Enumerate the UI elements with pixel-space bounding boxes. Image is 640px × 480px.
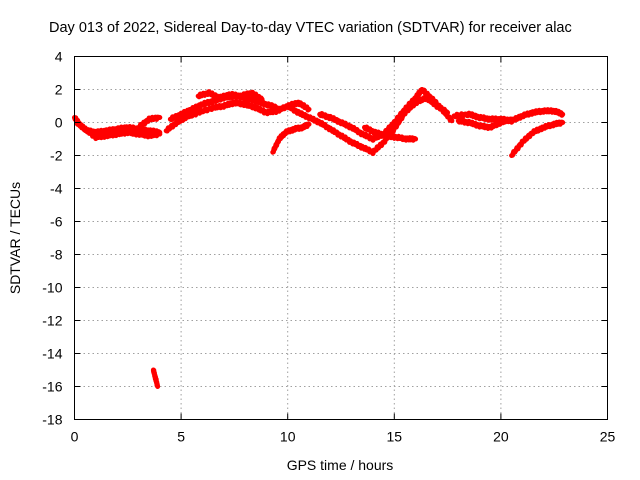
y-axis-label: SDTVAR / TECUs: [7, 182, 23, 294]
axis-ticks: 420-2-4-6-8-10-12-14-16-180 5 10 15 20 25: [42, 49, 615, 445]
x-tick-label: 5: [177, 429, 185, 445]
y-tick-label: 4: [55, 49, 63, 65]
series-line-track-i: [317, 87, 425, 143]
y-tick-label: -18: [42, 412, 62, 428]
x-tick-label: 25: [600, 429, 616, 445]
series-line-track-g: [270, 121, 312, 155]
y-tick-label: -14: [42, 346, 62, 362]
y-tick-label: -10: [42, 280, 62, 296]
series-line-track-k: [419, 87, 455, 124]
series-line-track-j: [362, 124, 419, 143]
y-tick-label: 0: [55, 115, 63, 131]
x-tick-label: 15: [387, 429, 403, 445]
x-axis-label: GPS time / hours: [287, 457, 394, 473]
series-line-track-o: [150, 367, 161, 389]
data-series: [72, 87, 566, 389]
series-line-track-l: [451, 107, 566, 125]
x-tick-label: 0: [71, 429, 79, 445]
y-tick-label: 2: [55, 82, 63, 98]
chart-title: Day 013 of 2022, Sidereal Day-to-day VTE…: [49, 20, 572, 36]
series-line-track-f: [195, 89, 265, 102]
y-tick-label: -12: [42, 313, 62, 329]
series-line-track-m: [455, 116, 515, 131]
x-tick-label: 10: [280, 429, 296, 445]
plot-frame: [74, 56, 608, 420]
grid-lines: [74, 56, 608, 420]
y-tick-label: -8: [50, 247, 63, 263]
y-tick-label: -6: [50, 214, 63, 230]
series-line-track-c: [136, 114, 163, 131]
y-tick-label: -4: [50, 181, 63, 197]
x-tick-label: 20: [493, 429, 509, 445]
y-tick-label: -16: [42, 379, 62, 395]
series-line-track-b: [74, 119, 163, 142]
y-tick-label: -2: [50, 148, 63, 164]
series-line-track-h: [285, 94, 451, 157]
series-line-track-n: [509, 119, 566, 158]
